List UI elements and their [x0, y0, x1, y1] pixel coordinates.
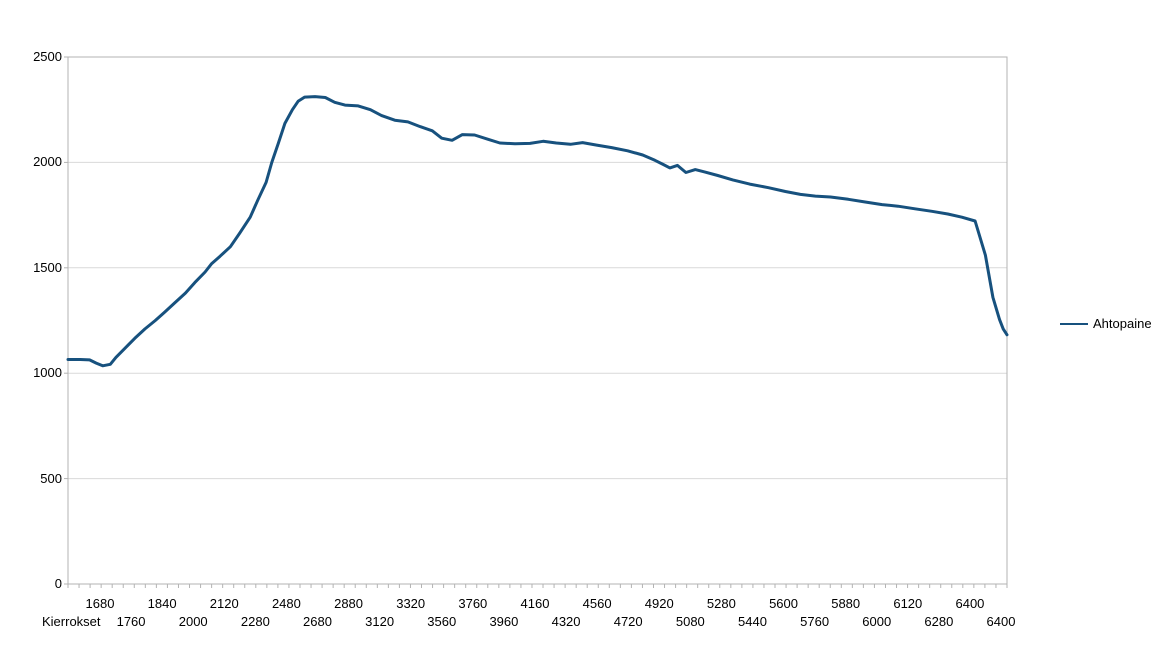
y-tick-label: 0	[54, 576, 62, 591]
x-tick-label: 5600	[769, 596, 798, 611]
x-tick-label: 4560	[582, 596, 612, 611]
legend-series-label: Ahtopaine	[1093, 316, 1152, 331]
x-tick-label: 6120	[893, 596, 923, 611]
x-tick-label: 5880	[831, 596, 861, 611]
x-tick-label: 4160	[520, 596, 550, 611]
x-tick-label: 1840	[147, 596, 177, 611]
y-tick-label: 1000	[33, 365, 62, 381]
x-tick-label: 1760	[116, 614, 146, 629]
horizontal-gridlines	[68, 56, 1007, 585]
x-tick-label: 4320	[551, 614, 581, 629]
x-tick-label: 1680	[85, 596, 115, 611]
x-tick-label: 2480	[271, 596, 301, 611]
x-axis-title: Kierrokset	[42, 614, 101, 629]
x-tick-label: 4720	[613, 614, 643, 629]
x-tick-label: 3560	[427, 614, 457, 629]
x-tick-label: 3320	[396, 596, 426, 611]
x-tick-label: 6400	[955, 596, 985, 611]
x-tick-label: 5440	[738, 614, 767, 629]
x-tick-label: 2880	[334, 596, 364, 611]
x-tick-label: 2280	[240, 614, 270, 629]
x-tick-label: 5760	[800, 614, 830, 629]
y-tick-label: 500	[40, 470, 62, 486]
x-tick-label: 3960	[489, 614, 519, 629]
x-tick-label: 3120	[365, 614, 395, 629]
x-tick-label: 2120	[209, 596, 239, 611]
x-tick-label: 2680	[303, 614, 332, 629]
x-tick-label: 2000	[178, 614, 208, 629]
y-tick-label: 1500	[33, 259, 62, 275]
x-tick-label: 6000	[862, 614, 892, 629]
x-tick-label: 6280	[924, 614, 954, 629]
x-tick-label: 5280	[706, 596, 736, 611]
series-line-ahtopaine	[66, 95, 1009, 368]
x-tick-label: 6400	[986, 614, 1016, 629]
legend-line-sample	[1060, 322, 1088, 325]
x-tick-label: 4920	[644, 596, 674, 611]
legend: Ahtopaine	[1059, 316, 1152, 331]
x-tick-label: 3760	[458, 596, 488, 611]
axes-and-ticks	[64, 56, 1008, 588]
x-tick-label: 5080	[675, 614, 705, 629]
y-tick-label: 2000	[33, 154, 62, 170]
y-tick-label: 2500	[33, 49, 62, 64]
